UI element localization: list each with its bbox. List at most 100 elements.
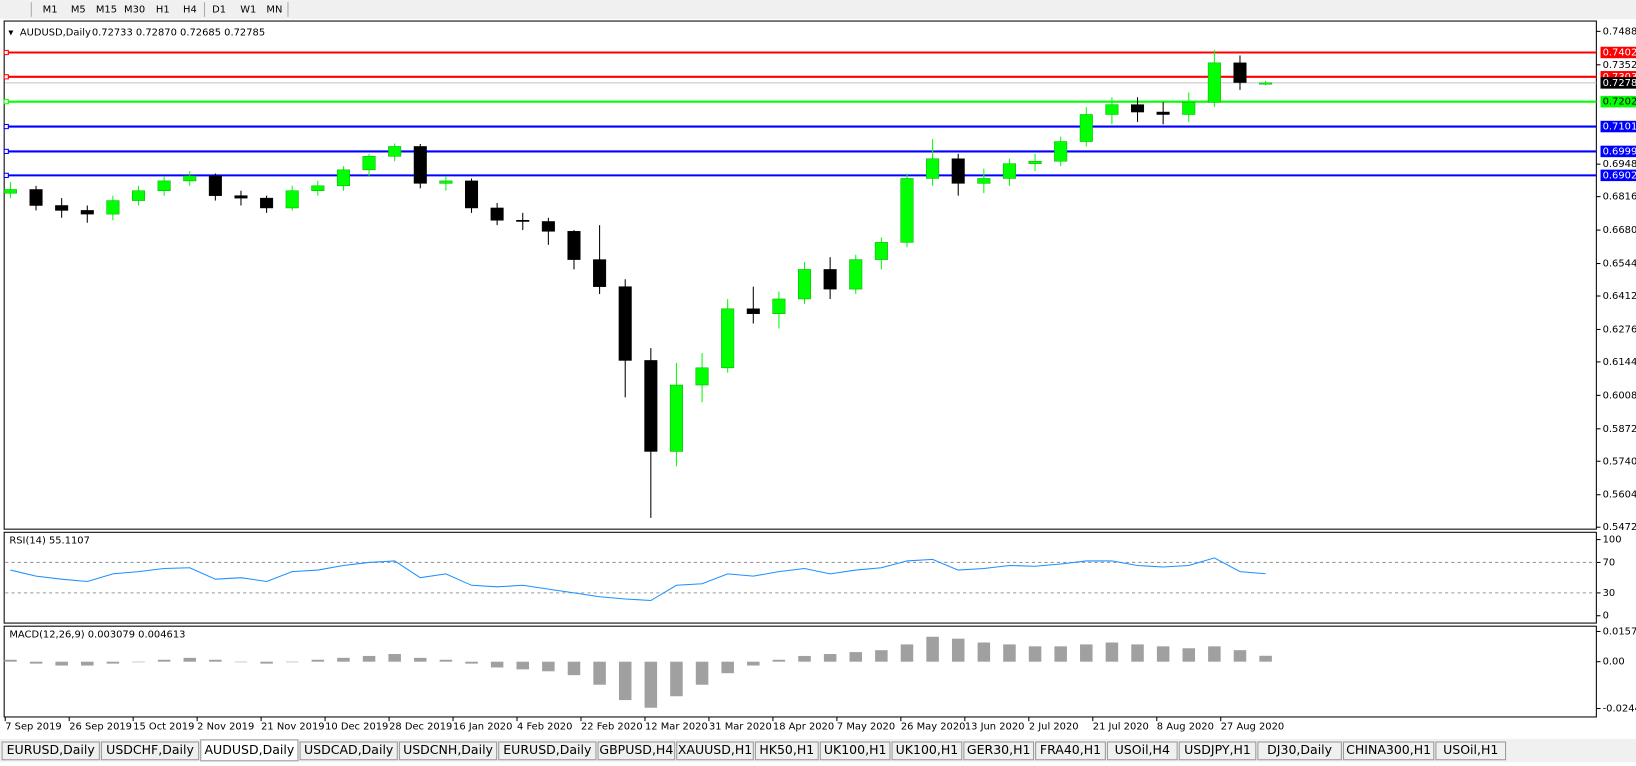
tab-label[interactable]: CHINA300,H1 — [1346, 742, 1431, 757]
tab[interactable] — [1257, 741, 1342, 761]
tab-label[interactable]: GER30,H1 — [967, 742, 1031, 757]
chart-ohlc: 0.72733 0.72870 0.72685 0.72785 — [92, 28, 265, 39]
tab[interactable] — [1, 741, 100, 761]
tab[interactable] — [498, 741, 597, 761]
tab[interactable] — [299, 741, 398, 761]
level-tag: 0.69025 — [1603, 170, 1636, 181]
tab[interactable] — [1106, 741, 1178, 761]
timeframe-button[interactable]: M1 — [43, 5, 58, 16]
y-tick-label: 0.65440 — [1603, 259, 1636, 270]
x-tick-label: 22 Feb 2020 — [581, 721, 643, 732]
y-tick-label: 0.01574 — [1603, 626, 1636, 637]
tab-label[interactable]: USDJPY,H1 — [1184, 742, 1251, 757]
tab-label[interactable]: USDCHF,Daily — [106, 742, 194, 757]
tab[interactable] — [100, 741, 200, 761]
candle-body — [80, 210, 94, 215]
toolbar — [0, 0, 1636, 19]
tab[interactable] — [1035, 741, 1106, 761]
macd-bar — [1003, 644, 1016, 662]
tab[interactable] — [963, 741, 1035, 761]
macd-bar — [490, 661, 504, 668]
current-price-tag-bg — [1600, 77, 1636, 89]
macd-panel — [3, 625, 1597, 718]
tab[interactable] — [398, 741, 498, 761]
tab-label[interactable]: USOil,H1 — [1443, 742, 1498, 757]
candle-body — [3, 189, 17, 194]
tab-label[interactable]: EURUSD,Daily — [7, 742, 96, 757]
macd-bar — [721, 661, 734, 674]
macd-bar — [926, 636, 939, 662]
tab-label[interactable]: USDCAD,Daily — [304, 742, 394, 757]
candle-body — [772, 298, 786, 314]
timeframe-button[interactable]: H4 — [183, 5, 197, 16]
macd-bar — [747, 661, 760, 666]
tab[interactable] — [819, 741, 891, 761]
tab-label[interactable]: UK100,H1 — [824, 742, 887, 757]
candle-body — [311, 185, 325, 192]
tab[interactable] — [676, 741, 754, 761]
candle-body — [695, 367, 709, 386]
level-tag: 0.74021 — [1603, 47, 1636, 58]
candle-body — [1259, 82, 1273, 85]
candle-body — [131, 190, 146, 201]
level-tag-bg — [1600, 169, 1636, 182]
tab[interactable] — [597, 741, 676, 761]
candle-body — [798, 269, 812, 300]
timeframe-button[interactable]: M15 — [96, 5, 117, 16]
y-tick-label: 0.74880 — [1603, 26, 1636, 37]
tab[interactable] — [1435, 741, 1507, 761]
tab-label[interactable]: UK100,H1 — [896, 742, 959, 757]
x-tick-label: 18 Apr 2020 — [773, 721, 834, 732]
macd-bar — [849, 652, 863, 662]
level-handle[interactable] — [3, 99, 9, 105]
candle-body — [439, 180, 453, 184]
macd-title: MACD(12,26,9) 0.003079 0.004613 — [9, 630, 185, 641]
tab-label[interactable]: AUDUSD,Daily — [204, 742, 294, 757]
tab[interactable] — [1342, 741, 1435, 761]
tab-label[interactable]: USDCNH,Daily — [403, 742, 493, 757]
tab[interactable] — [1178, 741, 1257, 761]
candle-body — [849, 259, 863, 290]
chart-title-marker: ▾ — [8, 28, 13, 39]
x-tick-label: 21 Nov 2019 — [261, 721, 324, 732]
level-tag: 0.69999 — [1603, 146, 1636, 157]
level-handle[interactable] — [3, 172, 9, 178]
level-handle[interactable] — [3, 123, 9, 130]
level-handle[interactable] — [3, 74, 9, 80]
candle-body — [234, 195, 248, 199]
candle-body — [721, 308, 735, 369]
tab-label[interactable]: EURUSD,Daily — [503, 742, 592, 757]
timeframe-button[interactable]: M5 — [71, 5, 86, 16]
macd-bar — [977, 642, 991, 662]
candle-body — [1054, 141, 1068, 162]
tab-label[interactable]: HK50,H1 — [759, 742, 814, 757]
timeframe-button[interactable]: D1 — [212, 5, 226, 16]
chart-title: AUDUSD,Daily — [20, 28, 91, 39]
macd-bar — [132, 661, 145, 663]
y-tick-label: 0.64120 — [1603, 291, 1636, 302]
timeframe-button[interactable]: M30 — [124, 5, 145, 16]
tab[interactable] — [891, 741, 963, 761]
tab-label[interactable]: USOil,H4 — [1115, 742, 1170, 757]
macd-bar — [1028, 646, 1042, 662]
candle-body — [362, 156, 376, 171]
y-tick-label: 30 — [1603, 588, 1616, 599]
tab-label[interactable]: DJ30,Daily — [1267, 742, 1332, 757]
candle-body — [644, 360, 658, 452]
tab-label[interactable]: XAUUSD,H1 — [678, 742, 752, 757]
tab[interactable] — [754, 741, 819, 761]
timeframe-button[interactable]: MN — [266, 5, 282, 16]
candle-body — [823, 269, 837, 290]
tab-label[interactable]: GBPUSD,H4 — [599, 742, 673, 757]
macd-bar — [157, 659, 171, 662]
tab-label[interactable]: FRA40,H1 — [1040, 742, 1101, 757]
timeframe-button[interactable]: H1 — [156, 5, 170, 16]
timeframe-button[interactable]: W1 — [240, 5, 256, 16]
candle-body — [1207, 62, 1221, 103]
tab[interactable] — [200, 739, 299, 762]
x-tick-label: 31 Mar 2020 — [709, 721, 772, 732]
macd-bar — [567, 661, 581, 676]
level-handle[interactable] — [3, 148, 9, 155]
level-handle[interactable] — [3, 49, 9, 56]
